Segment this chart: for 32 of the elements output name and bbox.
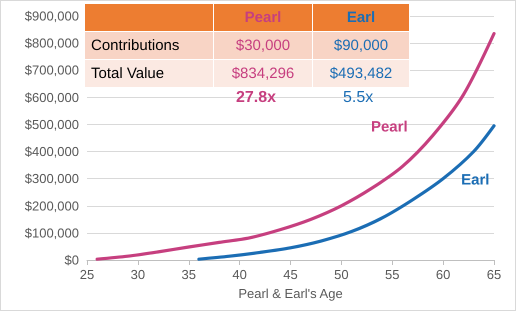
y-tick-label: $0 [64, 252, 79, 268]
y-tick-label: $400,000 [24, 144, 79, 160]
annotation: Contributions [84, 32, 214, 60]
x-tick-label: 55 [385, 267, 400, 282]
x-tick-label: 25 [80, 267, 94, 282]
x-tick-label: 40 [232, 267, 247, 282]
y-tick-label: $900,000 [24, 8, 79, 24]
series-label: Pearl [370, 118, 408, 136]
y-tick-label: $300,000 [24, 171, 79, 186]
annotation: Total Value [84, 60, 214, 88]
y-tick-label: $100,000 [24, 225, 79, 240]
x-axis-title: Pearl & Earl's Age [238, 286, 343, 301]
x-tick-label: 50 [334, 267, 349, 282]
annotation: $30,000 [214, 32, 312, 60]
annotation: 5.5x [343, 89, 374, 107]
annotation: Earl [312, 4, 410, 32]
x-tick-label: 30 [130, 267, 146, 282]
y-tick-label: $800,000 [24, 36, 79, 51]
x-tick-label: 35 [182, 267, 196, 282]
x-tick-label: 45 [283, 267, 298, 282]
y-tick-label: $500,000 [24, 116, 79, 132]
y-tick-label: $700,000 [24, 62, 79, 78]
y-tick-label: $600,000 [24, 90, 79, 105]
annotation: Pearl [214, 4, 312, 32]
annotation: $834,296 [214, 60, 312, 88]
x-tick-label: 65 [486, 267, 502, 282]
annotation: $90,000 [312, 32, 410, 60]
annotation: 27.8x [236, 89, 276, 107]
series-label: Earl [461, 172, 490, 189]
x-tick-label: 60 [436, 267, 450, 282]
annotation: $493,482 [312, 60, 410, 88]
y-tick-label: $200,000 [24, 198, 79, 214]
